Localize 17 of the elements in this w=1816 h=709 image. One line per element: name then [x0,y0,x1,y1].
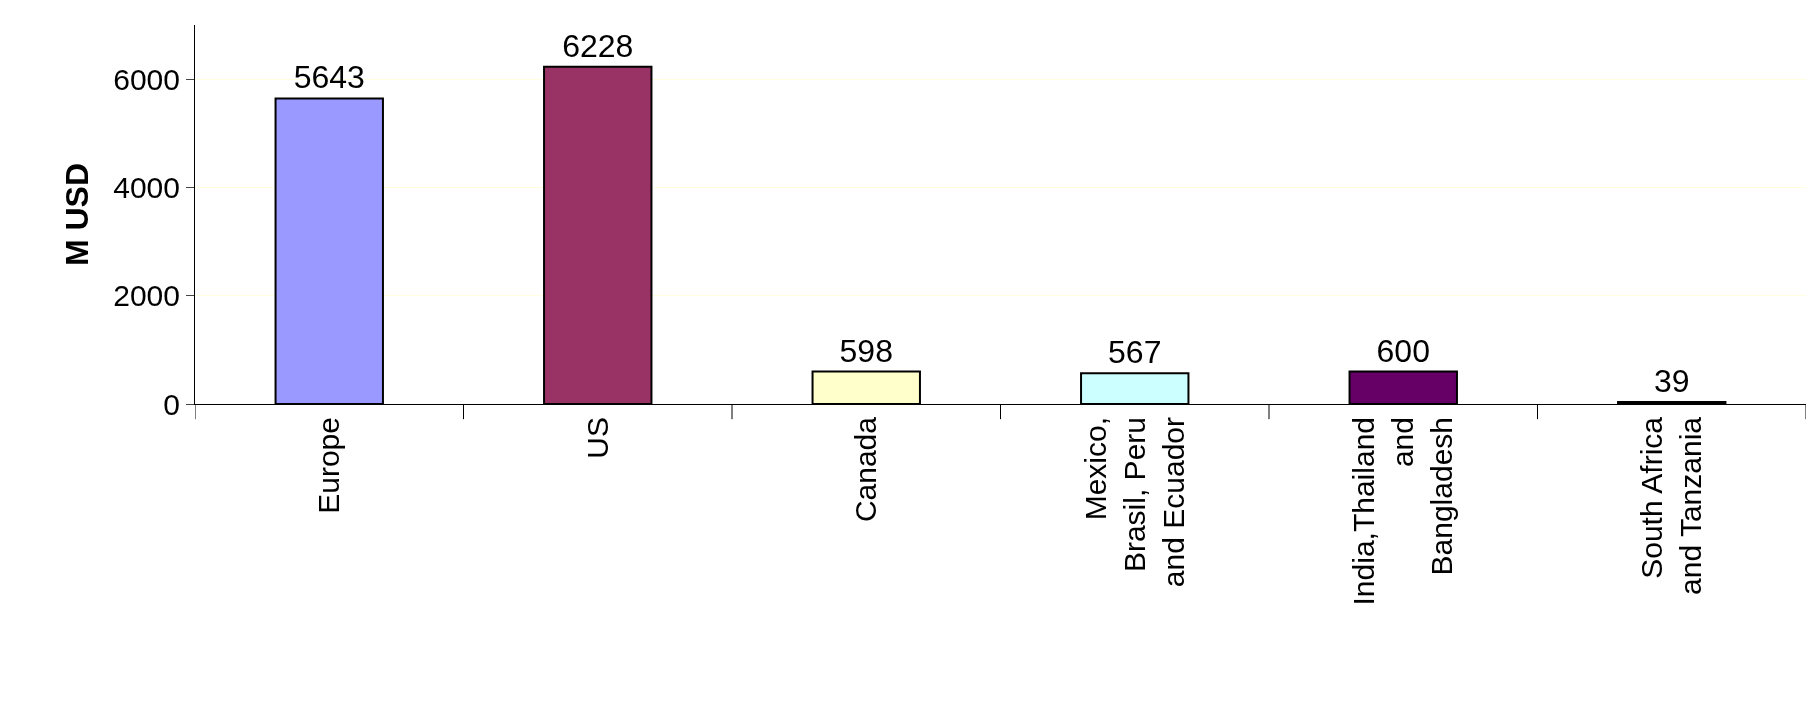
x-tick-label: Europe [312,417,345,514]
x-tick-label: Canada [849,416,882,523]
data-label: 6228 [562,27,634,64]
data-label: 39 [1653,362,1690,399]
y-axis-title: M USD [58,162,95,267]
x-tick-label: Mexico, Brasil, Peru and Ecuador [1078,417,1190,588]
x-tick-label: US [580,417,614,459]
data-label: 600 [1376,332,1430,369]
data-label: 5643 [293,59,365,96]
data-label: 567 [1108,334,1162,371]
y-tick-label: 0 [163,387,180,421]
y-tick-label: 6000 [113,62,180,96]
y-tick-label: 4000 [113,170,180,204]
x-tick-label: India,Thailand and Bangladesh [1347,417,1458,606]
y-tick-label: 2000 [113,279,180,313]
data-label: 598 [839,332,893,369]
x-tick-label: South Africa and Tanzania [1635,416,1707,595]
